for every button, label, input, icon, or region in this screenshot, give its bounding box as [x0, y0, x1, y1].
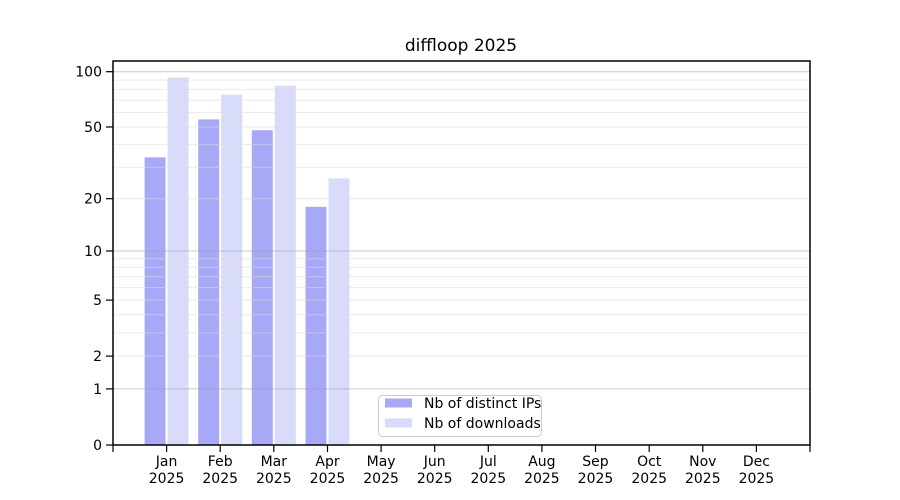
- x-tick-label-month: Sep: [582, 454, 609, 470]
- x-tick-label-year: 2025: [256, 471, 292, 487]
- bar-downloads-feb: [221, 94, 243, 445]
- x-tick-label-year: 2025: [470, 471, 506, 487]
- x-tick-label-month: Apr: [315, 454, 339, 470]
- x-tick-label-year: 2025: [202, 471, 238, 487]
- x-tick-label-year: 2025: [149, 471, 185, 487]
- x-tick-label-month: Mar: [261, 454, 288, 470]
- x-tick-label-year: 2025: [417, 471, 453, 487]
- y-tick-label: 2: [93, 349, 102, 365]
- x-tick-label-year: 2025: [363, 471, 399, 487]
- x-tick-label-month: Nov: [689, 454, 716, 470]
- x-tick-label-year: 2025: [524, 471, 560, 487]
- x-tick-label-month: May: [367, 454, 396, 470]
- grid-layer: [113, 71, 810, 390]
- legend-label-distinct-ips: Nb of distinct IPs: [424, 396, 541, 412]
- x-tick-label-month: Jan: [155, 454, 178, 470]
- x-tick-label-month: Jun: [423, 454, 446, 470]
- y-tick-label: 50: [84, 120, 102, 136]
- x-tick-label-month: Aug: [528, 454, 555, 470]
- y-tick-label: 10: [84, 244, 102, 260]
- x-tick-label-month: Oct: [637, 454, 662, 470]
- plot-border: [112, 60, 811, 446]
- legend-label-downloads: Nb of downloads: [424, 416, 541, 432]
- bar-distinct-ips-apr: [305, 206, 327, 445]
- bar-distinct-ips-feb: [198, 119, 220, 446]
- bar-downloads-apr: [328, 178, 350, 445]
- x-tick-label-month: Dec: [743, 454, 770, 470]
- x-tick-label-month: Feb: [208, 454, 233, 470]
- chart-title: diffloop 2025: [405, 36, 517, 56]
- bar-downloads-mar: [274, 85, 296, 445]
- legend-box: [378, 395, 542, 437]
- x-tick-label-year: 2025: [739, 471, 775, 487]
- legend-swatch-downloads: [385, 418, 412, 428]
- y-tick-label: 0: [93, 438, 102, 454]
- x-tick-label-year: 2025: [310, 471, 346, 487]
- bar-distinct-ips-jan: [144, 157, 166, 445]
- legend: Nb of distinct IPs Nb of downloads: [378, 395, 542, 437]
- x-tick-label-month: Jul: [479, 454, 497, 470]
- bar-downloads-jan: [167, 77, 189, 445]
- y-tick-label: 1: [93, 382, 102, 398]
- x-tick-label-year: 2025: [685, 471, 721, 487]
- x-tick-label-year: 2025: [578, 471, 614, 487]
- axes-layer: 0125102050100Jan2025Feb2025Mar2025Apr202…: [75, 65, 811, 487]
- y-tick-label: 100: [75, 65, 102, 81]
- bars-layer: [144, 77, 350, 446]
- x-tick-label-year: 2025: [631, 471, 667, 487]
- y-tick-label: 20: [84, 192, 102, 208]
- legend-swatch-distinct-ips: [385, 398, 412, 408]
- y-tick-label: 5: [93, 293, 102, 309]
